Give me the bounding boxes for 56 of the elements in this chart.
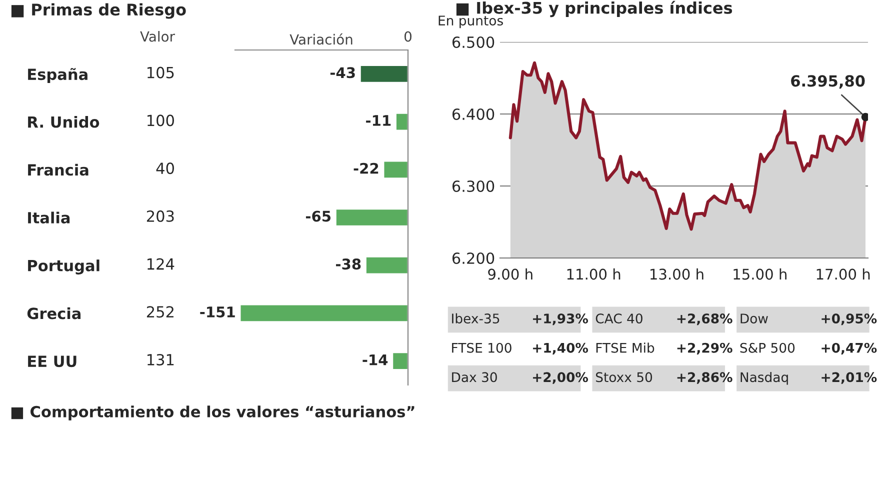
data-label: -14	[362, 354, 388, 366]
category-label: Ibex-35	[452, 313, 500, 324]
y-tick-label: R. Unido	[28, 116, 100, 128]
text: ■ Primas de Riesgo	[11, 3, 186, 19]
data-label: -43	[330, 67, 355, 78]
text: +0,95%	[822, 314, 877, 326]
y-tick-label: Grecia	[27, 307, 81, 320]
text: 100	[148, 114, 174, 126]
category-label: CAC 40	[596, 314, 642, 324]
category-label: Dax 30	[452, 372, 497, 382]
y-tick-label: Portugal	[28, 260, 100, 274]
x-tick-label: 13.00 h	[650, 268, 704, 280]
category-label: Dow	[740, 314, 768, 324]
text: +2,00%	[533, 372, 588, 384]
text: +1,93%	[533, 314, 588, 326]
text: 203	[146, 210, 174, 222]
text: 124	[148, 258, 174, 270]
x-tick-label: 9.00 h	[488, 268, 532, 280]
text: +0,47%	[822, 342, 877, 355]
x-tick-label: 11.00 h	[567, 268, 620, 280]
data-label: -151	[200, 306, 235, 318]
annotation: 6.395,80	[791, 75, 865, 89]
data-label: -11	[366, 115, 391, 126]
category-label: FTSE 100	[452, 342, 512, 353]
category-label: FTSE Mib	[596, 342, 654, 353]
data-label: -38	[336, 258, 361, 270]
text: 40	[156, 162, 174, 174]
text: +2,86%	[677, 372, 732, 384]
x-tick-label: 17.00 h	[816, 268, 870, 280]
y-tick-label: EE UU	[28, 356, 76, 368]
y-tick-label: 6.500	[452, 36, 494, 48]
text: +2,29%	[677, 342, 732, 355]
text: +1,40%	[533, 342, 588, 355]
data-label: -22	[354, 162, 378, 174]
text: Valor	[140, 31, 175, 42]
text: 105	[148, 66, 174, 78]
x-tick-label: 15.00 h	[734, 268, 786, 280]
category-label: Nasdaq	[740, 372, 788, 385]
y-tick-label: España	[28, 68, 88, 84]
y-tick-label: Italia	[28, 212, 70, 224]
text: 252	[146, 306, 174, 318]
chart-title: ■ Ibex-35 y principales índices	[456, 0, 732, 18]
text: ■ Comportamiento de los valores “asturianos”	[11, 406, 414, 420]
text: 131	[148, 354, 174, 366]
y-tick-label: 6.300	[452, 180, 494, 192]
text: 0	[404, 31, 412, 42]
y-tick-label: 6.400	[452, 108, 494, 120]
y-axis-title: En puntos	[438, 16, 503, 28]
text: +2,68%	[677, 314, 732, 326]
y-tick-label: Francia	[28, 164, 88, 176]
text: +2,01%	[822, 372, 877, 384]
category-label: Stoxx 50	[596, 372, 652, 382]
y-tick-label: 6.200	[452, 252, 494, 264]
data-label: -65	[306, 210, 331, 222]
category-label: S&P 500	[740, 342, 795, 353]
x-axis-title: Variación	[290, 33, 352, 45]
